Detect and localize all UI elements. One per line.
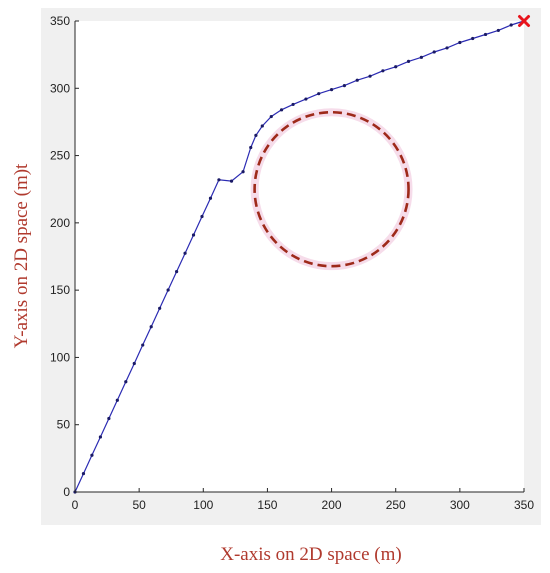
- y-tick-label: 300: [50, 81, 70, 95]
- x-axis-title: X-axis on 2D space (m): [220, 544, 402, 565]
- path-point: [115, 398, 119, 402]
- path-point: [229, 179, 234, 183]
- y-tick-label: 200: [50, 216, 70, 230]
- path-point: [496, 28, 500, 33]
- path-point: [254, 133, 258, 137]
- path-point: [279, 108, 284, 112]
- x-tick-label: 50: [132, 498, 146, 512]
- path-line: [74, 20, 525, 493]
- path-point: [98, 435, 103, 439]
- path-point: [368, 74, 372, 78]
- path-point: [509, 23, 513, 27]
- axes: [74, 21, 524, 493]
- y-tick-label: 0: [63, 485, 70, 499]
- goal-layer: [518, 15, 530, 27]
- path-point: [381, 69, 385, 73]
- path-layer: [73, 19, 526, 494]
- path-point: [249, 145, 253, 150]
- path-point: [458, 40, 462, 45]
- path-point: [175, 269, 179, 274]
- path-point: [342, 83, 346, 88]
- path-point: [291, 102, 295, 107]
- y-tick-label: 100: [50, 350, 70, 364]
- x-tick-label: 350: [514, 498, 534, 512]
- goal-marker-stroke: [518, 15, 530, 27]
- path-point: [394, 65, 398, 69]
- path-point: [191, 233, 196, 237]
- path-point: [317, 92, 321, 96]
- obstacle-layer: [250, 108, 413, 271]
- obstacle-circle: [253, 110, 410, 268]
- y-tick-label: 50: [57, 418, 71, 432]
- path-point: [81, 471, 86, 476]
- path-point: [432, 50, 436, 54]
- y-tick-label: 350: [50, 14, 70, 28]
- x-tick-label: 250: [386, 498, 406, 512]
- y-tick-label: 150: [50, 283, 70, 297]
- path-point: [158, 306, 162, 310]
- path-point: [419, 55, 423, 59]
- path-point: [406, 59, 411, 63]
- path-point: [217, 178, 221, 182]
- path-point: [149, 325, 153, 329]
- path-point: [90, 453, 94, 457]
- y-ticks: 0 50 100 150 200 250 300 350: [50, 14, 79, 499]
- path-point: [107, 416, 111, 421]
- x-ticks: 0 50 100 150 200 250 300 350: [72, 488, 534, 512]
- path-point: [200, 214, 204, 219]
- path-point: [124, 380, 128, 384]
- x-tick-label: 100: [193, 498, 213, 512]
- path-point: [445, 46, 449, 50]
- path-point: [483, 32, 488, 37]
- path-point: [141, 343, 145, 347]
- goal-marker: [518, 15, 530, 27]
- path-point: [183, 251, 187, 255]
- path-point: [166, 288, 170, 292]
- path-point: [304, 97, 308, 101]
- path-point: [260, 124, 264, 128]
- x-tick-label: 150: [257, 498, 277, 512]
- y-tick-label: 250: [50, 149, 70, 163]
- y-axis-title: Y-axis on 2D space (m)t: [11, 163, 32, 348]
- x-tick-label: 300: [450, 498, 470, 512]
- path-point: [471, 36, 475, 41]
- path-point: [132, 361, 136, 366]
- x-tick-label: 0: [72, 498, 79, 512]
- x-tick-label: 200: [322, 498, 342, 512]
- path-point: [329, 88, 334, 92]
- path-point: [269, 114, 273, 119]
- path-point: [355, 78, 359, 82]
- path-point: [208, 196, 213, 200]
- path-point: [241, 170, 245, 174]
